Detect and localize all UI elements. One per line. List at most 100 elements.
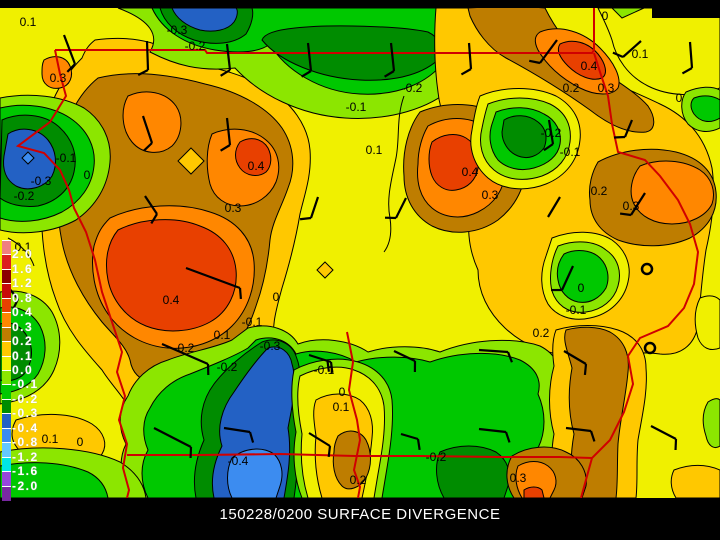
contour-label: -0.1	[566, 303, 587, 317]
diamond-marker	[21, 151, 35, 165]
contour-region-orange-upper	[122, 91, 182, 153]
wind-barb-tick	[327, 445, 332, 458]
wind-barb-30	[478, 427, 507, 434]
wind-barb-11	[547, 119, 555, 145]
diamond-marker	[177, 147, 205, 175]
contour-label: 0.1	[632, 47, 649, 61]
contour-label: 0.3	[598, 81, 615, 95]
contour-label: 0.4	[248, 159, 265, 173]
contour-region-red-core-big	[105, 219, 237, 332]
wind-barb-tick	[613, 135, 626, 139]
contour-left-edge	[7, 237, 35, 267]
wind-barb-tick	[506, 351, 513, 363]
wind-barb-29	[563, 350, 587, 365]
wind-barb-tick	[384, 70, 395, 78]
wind-barb-tick	[66, 63, 76, 73]
wind-barb-0	[62, 34, 77, 65]
wind-barb-18	[630, 192, 646, 216]
state-border-1	[580, 52, 700, 499]
map-title: 150228/0200 SURFACE DIVERGENCE	[219, 506, 501, 523]
contour-label: 0	[676, 91, 683, 105]
wind-barb-tick	[12, 298, 19, 310]
contour-label: 0	[602, 9, 609, 23]
state-border-4	[346, 331, 362, 499]
wind-barb-28	[478, 348, 509, 354]
wind-barb-12	[623, 119, 634, 138]
wind-barb-tick	[137, 69, 149, 76]
contour-label: -0.2	[541, 126, 562, 140]
wind-barb-tick	[143, 142, 153, 152]
contour-label: -0.1	[346, 100, 367, 114]
wind-barb-32	[650, 425, 677, 440]
state-border-3	[127, 452, 593, 459]
contour-label: 0.2	[591, 184, 608, 198]
contour-region-ltgreen-top-triangle	[610, 7, 645, 19]
wind-barb-tick	[589, 430, 596, 442]
contour-label: 0.1	[20, 15, 37, 29]
contour-label: 0.3	[50, 71, 67, 85]
contour-region-red-core-center	[428, 134, 479, 191]
wind-barb-tick	[248, 431, 255, 443]
contour-label: 0.3	[225, 201, 242, 215]
contour-label: -0.1	[314, 363, 335, 377]
calm-station-circle	[643, 341, 657, 355]
state-border-0	[55, 8, 595, 54]
state-border-2	[15, 49, 131, 499]
contour-region-ltgreen-right-sliver	[702, 398, 720, 449]
wind-barb-26	[400, 432, 419, 441]
contour-label: -0.3	[260, 339, 281, 353]
wind-barb-23	[223, 426, 251, 434]
contour-region-green-bl-corner	[0, 462, 109, 499]
wind-barb-tick	[529, 59, 541, 65]
wind-barb-15	[309, 196, 320, 219]
wind-barb-tick	[416, 438, 421, 451]
contour-label: 0.2	[533, 326, 550, 340]
contour-region-yellow-right-low	[694, 295, 720, 351]
contour-label: -0.3	[167, 23, 188, 37]
wind-barb-19	[561, 265, 574, 291]
contour-label: 0.3	[623, 199, 640, 213]
wind-barb-2	[225, 43, 232, 71]
wind-barb-10	[225, 117, 232, 146]
wind-barb-16	[395, 197, 407, 219]
contour-label: 0.2	[563, 81, 580, 95]
wind-barb-tick	[504, 431, 511, 443]
contour-region-green-right-edge	[690, 95, 720, 122]
wind-barb-21	[161, 342, 209, 366]
contour-region-ltblue-bottom	[227, 448, 283, 499]
contour-0p1-valley	[383, 95, 405, 253]
contour-label: 0	[273, 290, 280, 304]
contour-label: 0.4	[163, 293, 180, 307]
contour-label: 0.1	[366, 143, 383, 157]
wind-barb-tick	[681, 67, 693, 75]
wind-barb-13	[144, 195, 158, 215]
wind-barb-tick	[583, 363, 588, 376]
wind-barb-7	[622, 40, 642, 58]
wind-barb-4	[389, 42, 396, 72]
wind-barb-6	[539, 39, 558, 64]
contour-region-gold-br-corner	[670, 465, 720, 499]
wind-barb-tick	[220, 144, 231, 152]
contour-region-blue-top	[171, 7, 238, 32]
wind-barb-9	[141, 115, 154, 144]
wind-barb-tick	[150, 213, 158, 224]
wind-barb-8	[688, 41, 694, 69]
wind-barb-31	[565, 426, 592, 433]
contour-region-redorange-br	[523, 486, 545, 499]
contour-label: -0.4	[228, 454, 249, 468]
contour-label: 0	[84, 168, 91, 182]
contour-region-dkgreen-bottom-right	[436, 445, 510, 499]
wind-barb-5	[467, 42, 473, 70]
contour-label: -0.2	[402, 81, 423, 95]
wind-barb-3	[306, 42, 313, 72]
wind-barb-tick	[220, 69, 231, 77]
wind-barb-14	[185, 266, 241, 290]
contour-region-dkgreen-ne	[501, 115, 547, 159]
contour-label: 0	[339, 385, 346, 399]
wind-barb-tick	[238, 287, 242, 300]
top-black-bar-right	[652, 0, 720, 18]
wind-barb-tick	[612, 51, 624, 59]
wind-barb-tick	[543, 143, 554, 152]
contour-label: 0.1	[42, 432, 59, 446]
